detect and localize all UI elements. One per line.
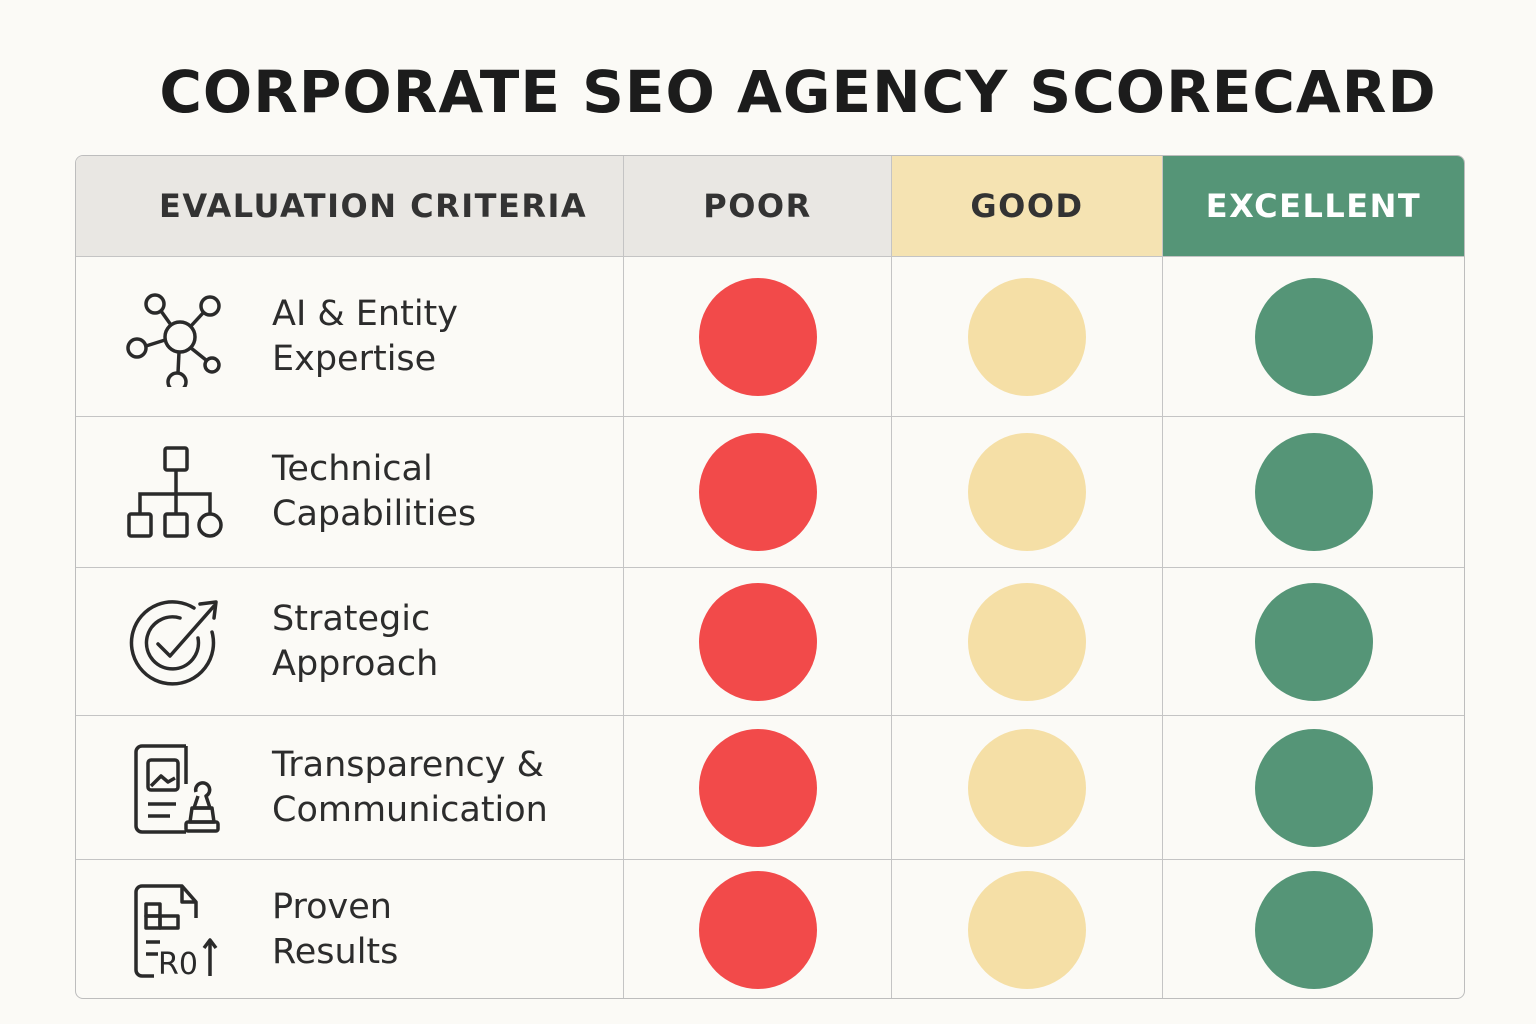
- target-check-icon: [124, 592, 224, 692]
- criteria-label-line1: Strategic: [272, 598, 431, 639]
- page-title: CORPORATE SEO AGENCY SCORECARD: [159, 58, 1437, 126]
- criteria-cell: Transparency & Communication: [76, 716, 624, 860]
- good-rating-dot: [968, 582, 1086, 701]
- good-cell: [892, 257, 1163, 417]
- excellent-cell: [1163, 716, 1464, 860]
- roi-report-icon: R0: [124, 880, 224, 980]
- header-poor: POOR: [624, 156, 892, 257]
- criteria-label-line1: Transparency &: [272, 744, 544, 785]
- poor-rating-dot: [698, 582, 817, 701]
- criteria-cell: AI & Entity Expertise: [76, 257, 624, 417]
- poor-rating-dot: [698, 728, 817, 847]
- criteria-label-line2: Approach: [272, 643, 439, 684]
- document-chess-icon: [124, 738, 224, 838]
- good-cell: [892, 417, 1163, 568]
- roi-icon-text: R0: [158, 947, 198, 980]
- good-cell: [892, 716, 1163, 860]
- good-rating-dot: [968, 870, 1086, 989]
- criteria-label-line2: Expertise: [272, 338, 437, 379]
- good-rating-dot: [968, 728, 1086, 847]
- header-excellent: EXCELLENT: [1163, 156, 1464, 257]
- poor-cell: [624, 716, 892, 860]
- excellent-rating-dot: [1254, 870, 1373, 989]
- excellent-cell: [1163, 860, 1464, 998]
- poor-cell: [624, 417, 892, 568]
- good-rating-dot: [968, 277, 1086, 396]
- header-good: GOOD: [892, 156, 1163, 257]
- scorecard-table: EVALUATION CRITERIA POOR GOOD EXCELLENT: [75, 155, 1465, 999]
- poor-rating-dot: [698, 870, 817, 989]
- excellent-cell: [1163, 568, 1464, 716]
- criteria-label-line1: Proven: [272, 886, 392, 927]
- excellent-cell: [1163, 417, 1464, 568]
- hierarchy-chart-icon: [124, 442, 224, 542]
- good-rating-dot: [968, 433, 1086, 551]
- poor-rating-dot: [698, 433, 817, 551]
- criteria-cell: Technical Capabilities: [76, 417, 624, 568]
- excellent-rating-dot: [1254, 728, 1373, 847]
- criteria-label-line2: Results: [272, 931, 399, 972]
- poor-cell: [624, 257, 892, 417]
- criteria-label-line2: Capabilities: [272, 494, 477, 534]
- network-nodes-icon: [124, 287, 224, 387]
- criteria-cell: R0 Proven Results: [76, 860, 624, 998]
- criteria-label-line1: Technical: [272, 449, 433, 489]
- poor-rating-dot: [698, 277, 817, 396]
- criteria-label-line2: Communication: [272, 789, 548, 830]
- poor-cell: [624, 568, 892, 716]
- excellent-rating-dot: [1254, 582, 1373, 701]
- good-cell: [892, 568, 1163, 716]
- poor-cell: [624, 860, 892, 998]
- header-criteria: EVALUATION CRITERIA: [76, 156, 624, 257]
- excellent-rating-dot: [1254, 277, 1373, 396]
- criteria-label-line1: AI & Entity: [272, 293, 458, 334]
- excellent-rating-dot: [1254, 433, 1373, 551]
- excellent-cell: [1163, 257, 1464, 417]
- criteria-cell: Strategic Approach: [76, 568, 624, 716]
- good-cell: [892, 860, 1163, 998]
